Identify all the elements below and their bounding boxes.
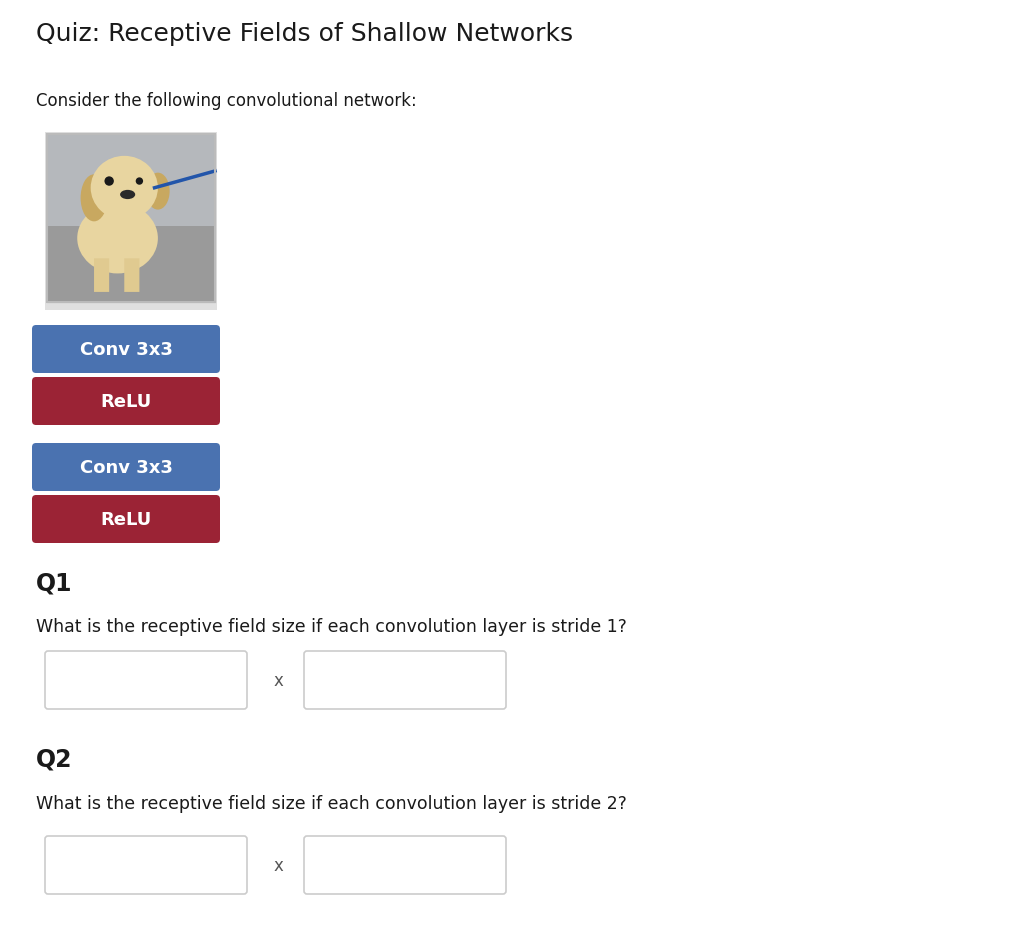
FancyBboxPatch shape (45, 652, 247, 709)
Ellipse shape (146, 173, 170, 210)
Ellipse shape (77, 204, 158, 274)
Text: Conv 3x3: Conv 3x3 (80, 459, 172, 476)
Text: Q1: Q1 (36, 571, 73, 595)
Text: Q2: Q2 (36, 747, 73, 771)
FancyBboxPatch shape (304, 836, 506, 894)
FancyBboxPatch shape (32, 377, 220, 425)
Text: What is the receptive field size if each convolution layer is stride 2?: What is the receptive field size if each… (36, 794, 627, 812)
Text: x: x (273, 856, 283, 874)
FancyBboxPatch shape (45, 836, 247, 894)
FancyBboxPatch shape (304, 652, 506, 709)
FancyBboxPatch shape (124, 259, 139, 293)
FancyBboxPatch shape (94, 259, 110, 293)
Text: What is the receptive field size if each convolution layer is stride 1?: What is the receptive field size if each… (36, 617, 627, 635)
FancyBboxPatch shape (47, 134, 215, 303)
FancyBboxPatch shape (47, 134, 215, 227)
Circle shape (136, 178, 143, 185)
FancyBboxPatch shape (32, 495, 220, 543)
Ellipse shape (91, 157, 158, 221)
Ellipse shape (81, 175, 108, 222)
Text: Conv 3x3: Conv 3x3 (80, 340, 172, 359)
Text: ReLU: ReLU (100, 392, 152, 411)
Text: ReLU: ReLU (100, 511, 152, 528)
FancyBboxPatch shape (32, 325, 220, 374)
Text: Consider the following convolutional network:: Consider the following convolutional net… (36, 92, 417, 110)
Text: Quiz: Receptive Fields of Shallow Networks: Quiz: Receptive Fields of Shallow Networ… (36, 22, 573, 46)
Ellipse shape (92, 160, 157, 217)
Text: x: x (273, 671, 283, 690)
FancyBboxPatch shape (45, 133, 217, 311)
Circle shape (104, 177, 114, 186)
FancyBboxPatch shape (47, 227, 215, 303)
Ellipse shape (120, 191, 135, 200)
FancyBboxPatch shape (32, 443, 220, 491)
